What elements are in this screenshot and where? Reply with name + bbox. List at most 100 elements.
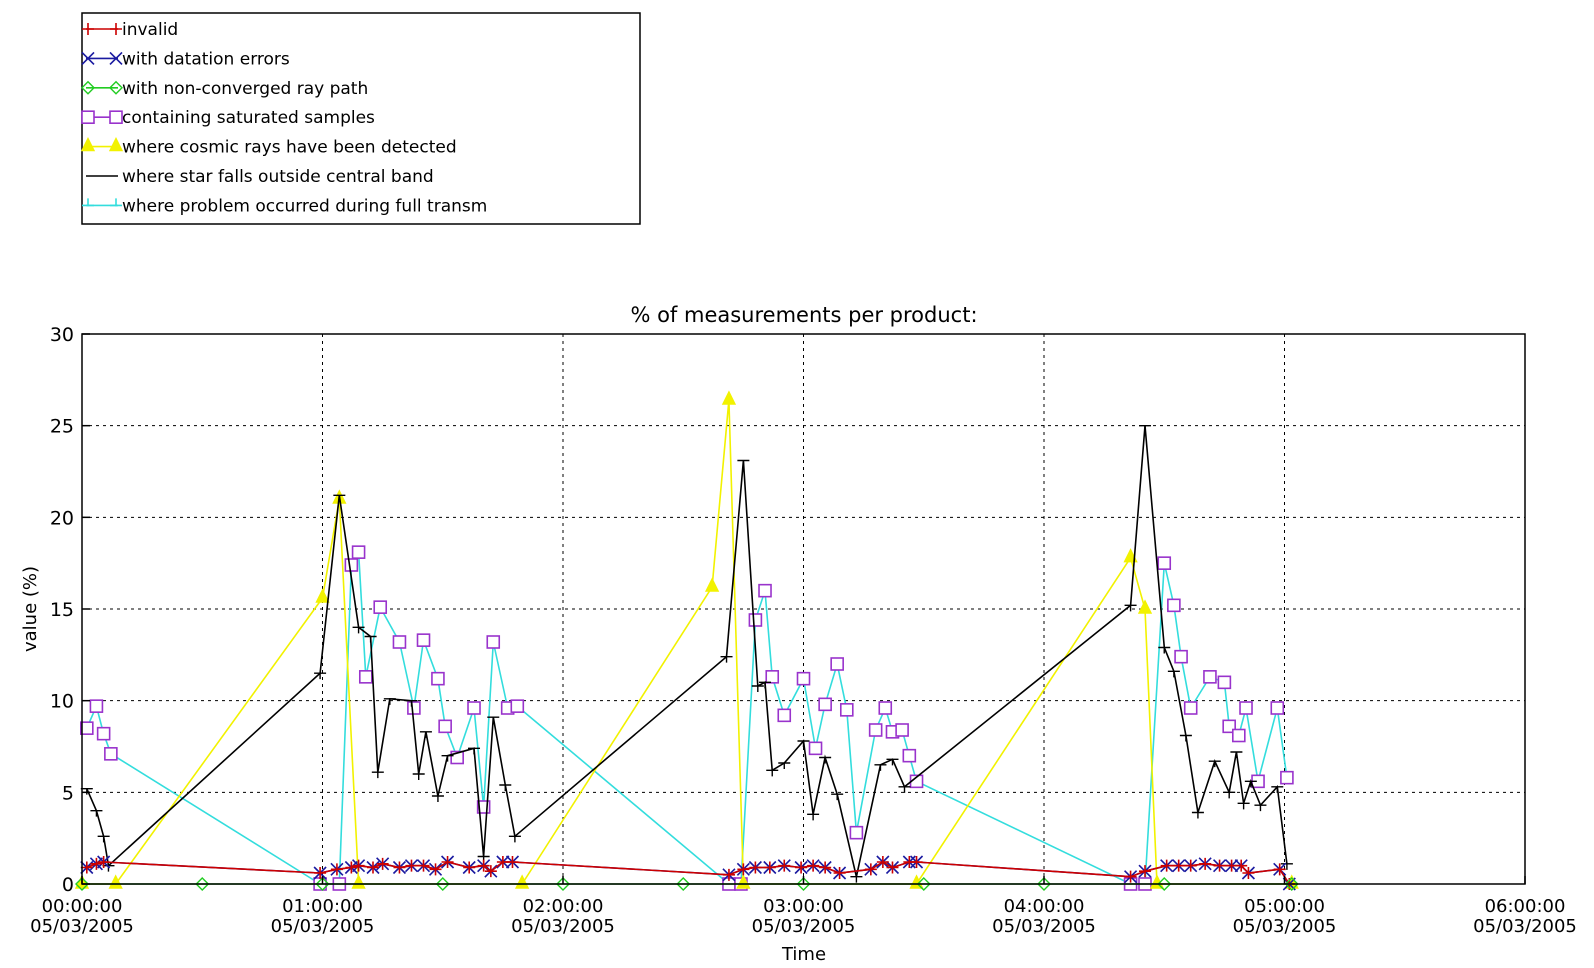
data-point (407, 701, 421, 715)
data-point (345, 861, 358, 874)
x-tick-label-time: 01:00:00 (282, 896, 363, 917)
data-point (110, 23, 122, 35)
data-point (417, 859, 430, 872)
data-point (807, 813, 820, 821)
data-point (1199, 857, 1212, 870)
legend-item: containing saturated samples (81, 108, 375, 128)
data-point (1167, 670, 1180, 678)
data-point (1237, 802, 1250, 810)
data-point (81, 80, 95, 95)
data-point (431, 795, 444, 802)
data-point (916, 877, 931, 891)
data-point (797, 740, 810, 747)
data-point (80, 861, 93, 874)
legend-label: with datation errors (122, 49, 290, 69)
data-point (864, 863, 877, 876)
series-line (82, 399, 1292, 885)
data-point (849, 825, 864, 840)
data-point (766, 769, 779, 777)
data-point (819, 756, 832, 764)
y-tick-label: 30 (50, 324, 74, 346)
x-tick-label-date: 05/03/2005 (1473, 916, 1577, 937)
data-point (499, 784, 512, 791)
x-tick-label-date: 05/03/2005 (30, 916, 134, 937)
data-point (1270, 701, 1285, 715)
data-point (1160, 859, 1173, 872)
data-point (1280, 770, 1294, 785)
data-point (467, 701, 481, 715)
data-point (405, 859, 418, 872)
legend-label: where star falls outside central band (122, 167, 434, 187)
data-point (704, 577, 720, 592)
data-point (314, 672, 327, 680)
data-point (878, 701, 893, 715)
legend-label: where problem occurred during full trans… (122, 196, 487, 216)
data-point (839, 703, 854, 717)
x-tick-label-time: 04:00:00 (1004, 896, 1085, 917)
data-point (676, 877, 691, 891)
data-point (195, 877, 210, 891)
data-point (876, 856, 889, 868)
legend-item: where star falls outside central band (86, 167, 434, 187)
data-point (737, 459, 750, 467)
data-point (429, 863, 442, 876)
legend-item: with datation errors (81, 49, 290, 69)
data-point (344, 558, 359, 572)
data-point (1184, 859, 1197, 872)
data-point (1223, 791, 1236, 799)
data-point (314, 867, 327, 879)
x-axis: 00:00:0005/03/200501:00:0005/03/200502:0… (30, 876, 1577, 937)
data-point (1232, 728, 1246, 743)
data-point (751, 685, 764, 692)
data-point (886, 861, 899, 874)
data-point (468, 747, 481, 755)
data-point (405, 699, 418, 707)
data-point (419, 731, 432, 738)
data-point (315, 588, 330, 603)
data-point (109, 80, 123, 95)
data-point (1139, 424, 1152, 432)
data-point (315, 877, 330, 891)
data-point (886, 758, 899, 766)
data-point (508, 835, 521, 843)
data-point (484, 865, 497, 878)
data-point (796, 671, 811, 686)
data-point (510, 699, 525, 713)
legend-label: invalid (122, 20, 178, 40)
data-point (90, 809, 103, 817)
y-axis: 0 5 10 15 20 25 30 (50, 324, 90, 896)
y-tick-label: 0 (62, 874, 74, 896)
data-point (758, 583, 772, 598)
data-point (736, 874, 751, 889)
series-where-problem-occurred-during-full-transm (86, 549, 1288, 885)
x-tick-label-date: 05/03/2005 (992, 916, 1096, 937)
data-point (109, 51, 123, 65)
data-point (371, 771, 384, 779)
data-point (759, 681, 772, 689)
series-where-star-falls-outside-central-band (80, 424, 1293, 883)
x-tick-label-time: 03:00:00 (763, 896, 844, 917)
legend-box (81, 12, 641, 225)
data-point (96, 726, 111, 741)
x-tick-label-date: 05/03/2005 (1233, 916, 1337, 937)
data-point (104, 747, 118, 761)
data-point (108, 137, 124, 152)
data-point (1239, 701, 1253, 715)
data-point (1124, 604, 1137, 612)
x-tick-label-time: 06:00:00 (1485, 896, 1566, 917)
data-point (81, 110, 95, 124)
data-point (1191, 811, 1204, 819)
data-point (97, 856, 110, 868)
data-point (441, 754, 454, 762)
series-invalid (80, 856, 1296, 890)
data-point (97, 835, 110, 843)
data-point (796, 877, 811, 891)
data-point (367, 861, 380, 874)
data-point (808, 741, 823, 756)
data-point (1172, 859, 1185, 872)
y-axis-label: value (%) (20, 566, 41, 652)
data-point (819, 861, 832, 874)
data-point (1235, 859, 1248, 872)
data-point (1230, 751, 1243, 758)
